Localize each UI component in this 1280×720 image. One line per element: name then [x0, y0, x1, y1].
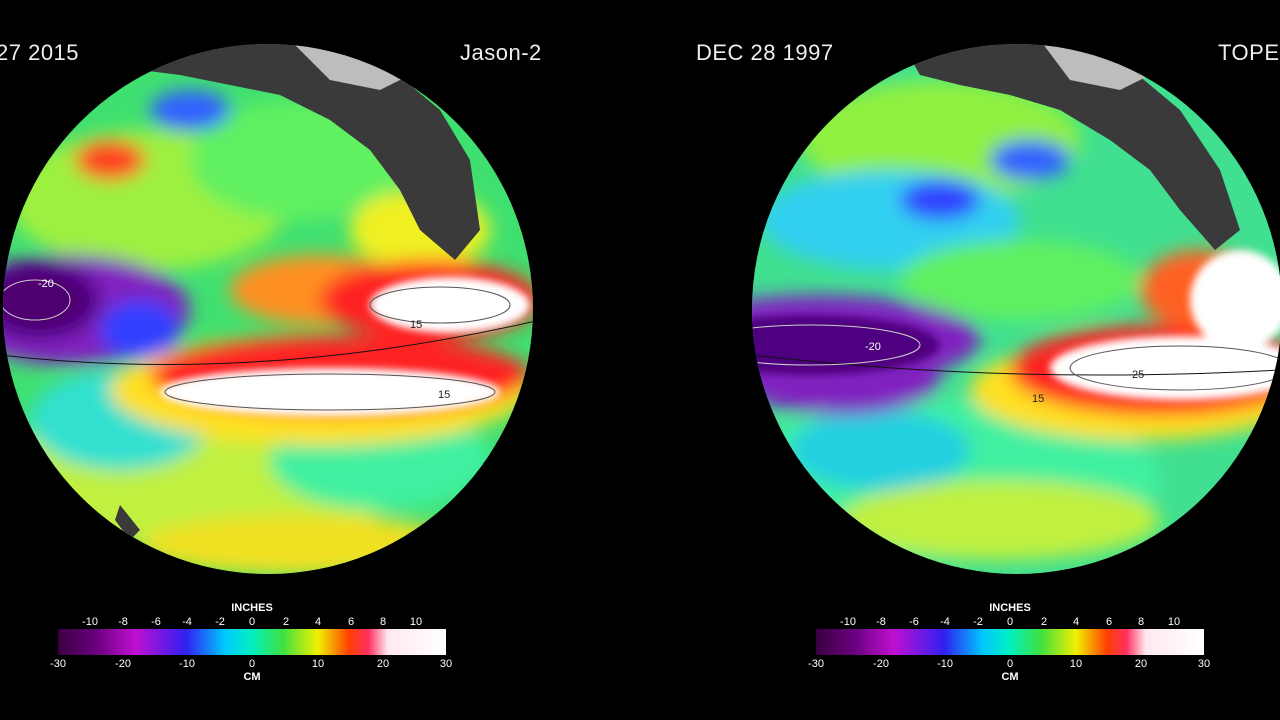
- cm-tick: -20: [115, 658, 131, 670]
- inch-tick: 0: [1006, 616, 1014, 628]
- inch-tick: -8: [876, 616, 886, 628]
- colorbar-unit-cm: CM: [1001, 671, 1019, 683]
- inch-tick: -4: [182, 616, 192, 628]
- mission-label: TOPE: [1218, 40, 1280, 65]
- inch-tick: 6: [1105, 616, 1113, 628]
- inch-tick: 0: [248, 616, 256, 628]
- date-label: 27 2015: [0, 40, 80, 65]
- inch-tick: 10: [409, 616, 423, 628]
- cm-tick: -10: [179, 658, 195, 670]
- cm-tick: 10: [1069, 658, 1083, 670]
- inch-tick: 8: [379, 616, 387, 628]
- cm-tick: 20: [1134, 658, 1148, 670]
- panel-1997: 15 25 -20 DEC 28 1997 TOPE INCHES -10 -8…: [640, 0, 1280, 720]
- cm-tick: 0: [248, 658, 256, 670]
- contour-label-25: 25: [1132, 369, 1144, 381]
- contour-label-15a: 15: [410, 319, 422, 331]
- inch-tick: 10: [1167, 616, 1181, 628]
- colorbar-unit-inches: INCHES: [989, 602, 1031, 614]
- inch-tick: 4: [1072, 616, 1080, 628]
- inch-tick: 2: [282, 616, 290, 628]
- cm-tick: 10: [311, 658, 325, 670]
- inch-tick: -2: [973, 616, 983, 628]
- contour-label-15b: 15: [438, 389, 450, 401]
- inch-tick: -10: [840, 616, 856, 628]
- inch-tick: -2: [215, 616, 225, 628]
- cm-tick: 30: [1197, 658, 1211, 670]
- inch-tick: 4: [314, 616, 322, 628]
- inch-tick: -4: [940, 616, 950, 628]
- colorbar-gradient: [816, 629, 1204, 655]
- inch-tick: 2: [1040, 616, 1048, 628]
- colorbar-unit-inches: INCHES: [231, 602, 273, 614]
- cm-tick: 0: [1006, 658, 1014, 670]
- inch-tick: 6: [347, 616, 355, 628]
- colorbar-gradient: [58, 629, 446, 655]
- cm-tick: 30: [439, 658, 453, 670]
- globe-map-2015: -20 15 15: [3, 44, 533, 574]
- inch-tick: -6: [151, 616, 161, 628]
- contour-label-minus20: -20: [865, 341, 881, 353]
- cm-tick: -30: [808, 658, 824, 670]
- cm-tick: -30: [50, 658, 66, 670]
- panel-2015: -20 15 15 27 2015 Jason-2 INCHES -10 -8 …: [0, 40, 542, 683]
- cm-tick: -20: [873, 658, 889, 670]
- cm-tick: 20: [376, 658, 390, 670]
- inch-tick: 8: [1137, 616, 1145, 628]
- colorbar: INCHES -10 -8 -6 -4 -2 0 2 4 6 8 10 -30 …: [808, 602, 1211, 683]
- contour-label-15: 15: [1032, 393, 1044, 405]
- cm-tick: -10: [937, 658, 953, 670]
- colorbar-unit-cm: CM: [243, 671, 261, 683]
- inch-tick: -8: [118, 616, 128, 628]
- mission-label: Jason-2: [460, 40, 542, 65]
- inch-tick: -10: [82, 616, 98, 628]
- globe-map-1997: 15 25 -20: [752, 44, 1280, 574]
- date-label: DEC 28 1997: [696, 40, 834, 65]
- contour-label-minus20: -20: [38, 278, 54, 290]
- inch-tick: -6: [909, 616, 919, 628]
- colorbar: INCHES -10 -8 -6 -4 -2 0 2 4 6 8 10 -30 …: [50, 602, 453, 683]
